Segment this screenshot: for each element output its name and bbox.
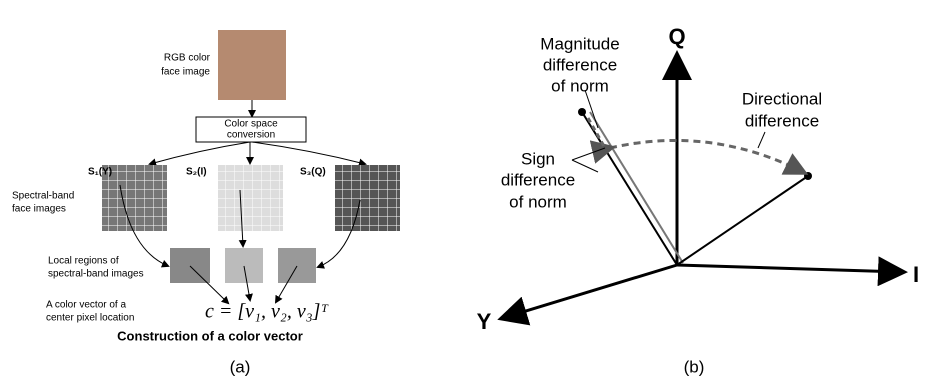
panel-label: (a) [230,357,251,376]
panel-label: (b) [684,357,705,376]
directional-arc [589,138,809,175]
local-regions-label: Local regions of [48,256,119,267]
band-grid [102,165,167,231]
axis-label: Y [477,309,492,334]
band-images-label: Spectral-band [12,191,74,202]
directional-label: difference [745,111,819,130]
formula: c = [v₁, v₂, v₃]ᵀ [205,301,329,323]
color-vector-label: A color vector of a [46,300,126,311]
magnitude-label: Magnitude [540,34,619,53]
vector-tip [578,108,586,116]
magnitude-label: difference [543,55,617,74]
band-grid [335,165,400,231]
panel-a: RGB color face image Color space convers… [12,30,400,376]
face-label: RGB color [164,53,211,64]
magnitude-label: of norm [551,76,609,95]
vector-tip [804,172,812,180]
sign-label: Sign [521,149,555,168]
band-label: S₁(Y) [88,167,112,178]
band-grid [218,165,283,231]
leader [584,89,599,129]
conversion-text: Color space [224,119,278,130]
band-label: S₃(Q) [300,167,326,178]
sign-label: difference [501,170,575,189]
band-label: S₂(I) [186,167,207,178]
panel-b: Q I Y Magnitude difference of norm Direc… [477,24,919,377]
vector [676,175,809,266]
arrow [251,141,367,167]
i-axis [676,256,908,287]
local-region [225,248,263,283]
color-vector-label: center pixel location [46,313,134,324]
axis-label: I [913,262,919,287]
band-images-label: face images [12,204,66,215]
caption: Construction of a color vector [117,328,303,343]
arrow [148,141,251,167]
conversion-box [195,116,307,143]
y-axis [497,263,678,326]
arrow [189,265,230,305]
face-label: face image [161,67,210,78]
axis-label: Q [668,24,685,49]
arrow [274,265,298,304]
local-region [170,248,210,283]
arrow [316,199,361,269]
local-region [278,248,316,283]
magnitude-marker [586,117,607,149]
local-regions-label: spectral-band images [48,269,144,280]
leader [571,147,606,161]
leader [757,131,766,149]
arrow [243,265,253,302]
directional-label: Directional [742,89,822,108]
arrow [119,184,170,268]
arrow [238,189,247,248]
conversion-text: conversion [227,130,275,141]
vector [589,111,684,264]
rgb-face-image [218,30,286,100]
leader [571,159,599,173]
sign-label: of norm [509,192,567,211]
